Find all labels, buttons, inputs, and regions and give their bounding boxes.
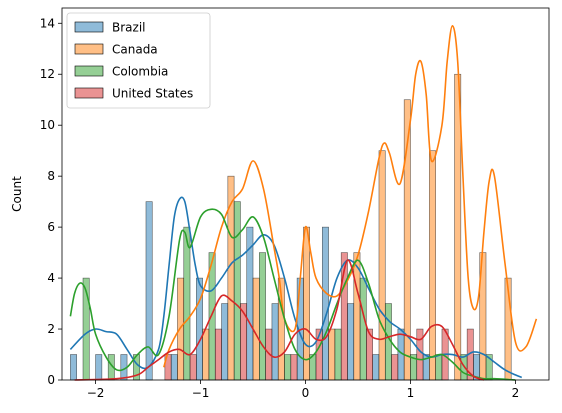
bar-united-states-8 — [290, 354, 298, 381]
y-tick-label: 0 — [47, 373, 55, 387]
legend-label: Colombia — [112, 65, 168, 79]
x-tick-label: 1 — [407, 386, 415, 400]
bar-colombia-8 — [284, 354, 292, 381]
y-tick-label: 12 — [40, 67, 55, 81]
bar-canada-10 — [328, 328, 336, 381]
legend-swatch — [74, 65, 104, 77]
x-tick-label: −2 — [87, 386, 105, 400]
bar-brazil-1 — [95, 354, 103, 381]
bar-brazil-6 — [221, 303, 229, 381]
bar-brazil-12 — [372, 354, 380, 381]
x-tick-label: 0 — [302, 386, 310, 400]
legend-swatch — [74, 43, 104, 55]
bar-canada-12 — [378, 150, 386, 381]
bar-canada-7 — [252, 277, 260, 381]
bar-canada-4 — [177, 277, 185, 381]
x-axis: −2 −1 0 1 2 — [87, 380, 519, 400]
bar-canada-9 — [303, 226, 310, 381]
y-axis: 0 2 4 6 8 10 12 14 — [40, 16, 62, 387]
bar-united-states-12 — [391, 354, 399, 381]
bar-colombia-7 — [259, 252, 266, 381]
legend: Brazil Canada Colombia United States — [66, 12, 211, 109]
legend-swatch — [74, 87, 104, 99]
y-tick-label: 8 — [47, 169, 55, 183]
bar-brazil-4 — [170, 354, 178, 381]
kde-layer — [69, 25, 538, 381]
bar-colombia-4 — [183, 226, 191, 381]
legend-label: United States — [112, 87, 193, 101]
bar-united-states-5 — [214, 328, 222, 381]
kde-curve-colombia — [69, 208, 516, 381]
bar-canada-11 — [353, 252, 361, 381]
bar-canada-5 — [202, 328, 210, 381]
bars-layer — [70, 73, 512, 381]
bar-canada-14 — [429, 150, 436, 381]
kde-curve-canada — [163, 25, 538, 368]
kde-curve-united-states — [74, 259, 485, 381]
bar-brazil-8 — [271, 303, 279, 381]
y-axis-label: Count — [10, 176, 24, 212]
x-tick-label: 2 — [512, 386, 520, 400]
bar-united-states-4 — [189, 354, 197, 381]
bar-united-states-13 — [416, 328, 424, 381]
bar-colombia-14 — [435, 354, 443, 381]
bar-brazil-11 — [347, 303, 355, 381]
y-tick-label: 14 — [40, 16, 55, 30]
bar-colombia-10 — [334, 328, 342, 381]
bar-brazil-10 — [321, 226, 329, 381]
bar-colombia-11 — [359, 277, 367, 381]
legend-box — [66, 12, 211, 109]
y-tick-label: 6 — [47, 220, 55, 234]
legend-swatch — [74, 21, 104, 33]
legend-label: Canada — [112, 43, 158, 57]
bar-colombia-6 — [233, 201, 241, 381]
legend-label: Brazil — [112, 21, 146, 35]
y-tick-label: 2 — [47, 322, 55, 336]
y-tick-label: 4 — [47, 271, 55, 285]
y-tick-label: 10 — [40, 118, 55, 132]
x-tick-label: −1 — [192, 386, 210, 400]
bar-brazil-0 — [70, 354, 77, 381]
bar-brazil-3 — [145, 201, 153, 381]
